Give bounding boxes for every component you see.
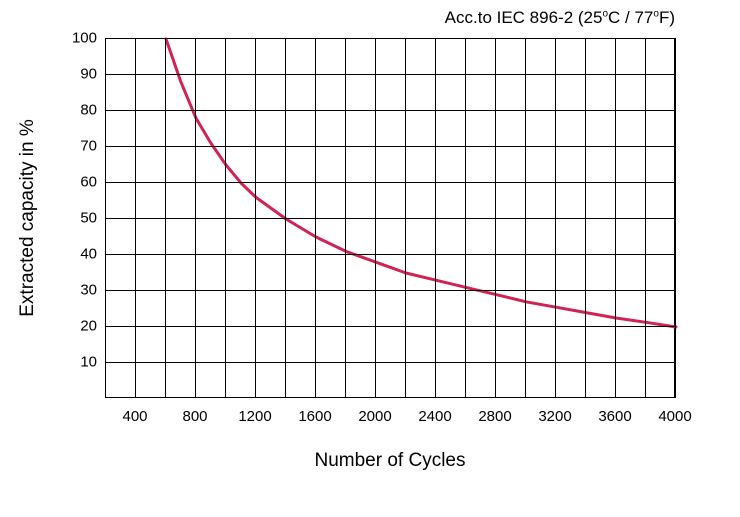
grid-h bbox=[105, 290, 675, 291]
grid-h bbox=[105, 254, 675, 255]
y-tick-label: 100 bbox=[72, 30, 97, 47]
x-tick-label: 1200 bbox=[238, 408, 271, 425]
grid-h bbox=[105, 74, 675, 75]
grid-h bbox=[105, 38, 675, 39]
x-tick-label: 3200 bbox=[538, 408, 571, 425]
x-tick-label: 3600 bbox=[598, 408, 631, 425]
grid-h bbox=[105, 362, 675, 363]
grid-h bbox=[105, 326, 675, 327]
x-tick-label: 800 bbox=[182, 408, 207, 425]
y-tick-label: 60 bbox=[80, 174, 97, 191]
x-tick-label: 1600 bbox=[298, 408, 331, 425]
grid-h bbox=[105, 110, 675, 111]
y-tick-label: 30 bbox=[80, 282, 97, 299]
grid-h bbox=[105, 146, 675, 147]
y-tick-label: 40 bbox=[80, 246, 97, 263]
y-tick-label: 80 bbox=[80, 102, 97, 119]
y-axis-label: Extracted capacity in % bbox=[17, 119, 39, 316]
y-tick-label: 20 bbox=[80, 318, 97, 335]
grid-h bbox=[105, 218, 675, 219]
chart-canvas: Acc.to IEC 896-2 (25oC / 77oF) Extracted… bbox=[0, 0, 740, 517]
y-tick-label: 70 bbox=[80, 138, 97, 155]
data-curve bbox=[106, 39, 676, 399]
y-tick-label: 90 bbox=[80, 66, 97, 83]
chart-title: Acc.to IEC 896-2 (25oC / 77oF) bbox=[445, 8, 675, 28]
x-tick-label: 2800 bbox=[478, 408, 511, 425]
capacity-curve bbox=[166, 39, 676, 327]
x-axis-label: Number of Cycles bbox=[315, 450, 466, 472]
x-tick-label: 2000 bbox=[358, 408, 391, 425]
x-tick-label: 400 bbox=[122, 408, 147, 425]
grid-v bbox=[675, 38, 676, 398]
grid-h bbox=[105, 182, 675, 183]
x-tick-label: 4000 bbox=[658, 408, 691, 425]
y-tick-label: 50 bbox=[80, 210, 97, 227]
y-tick-label: 10 bbox=[80, 354, 97, 371]
x-tick-label: 2400 bbox=[418, 408, 451, 425]
